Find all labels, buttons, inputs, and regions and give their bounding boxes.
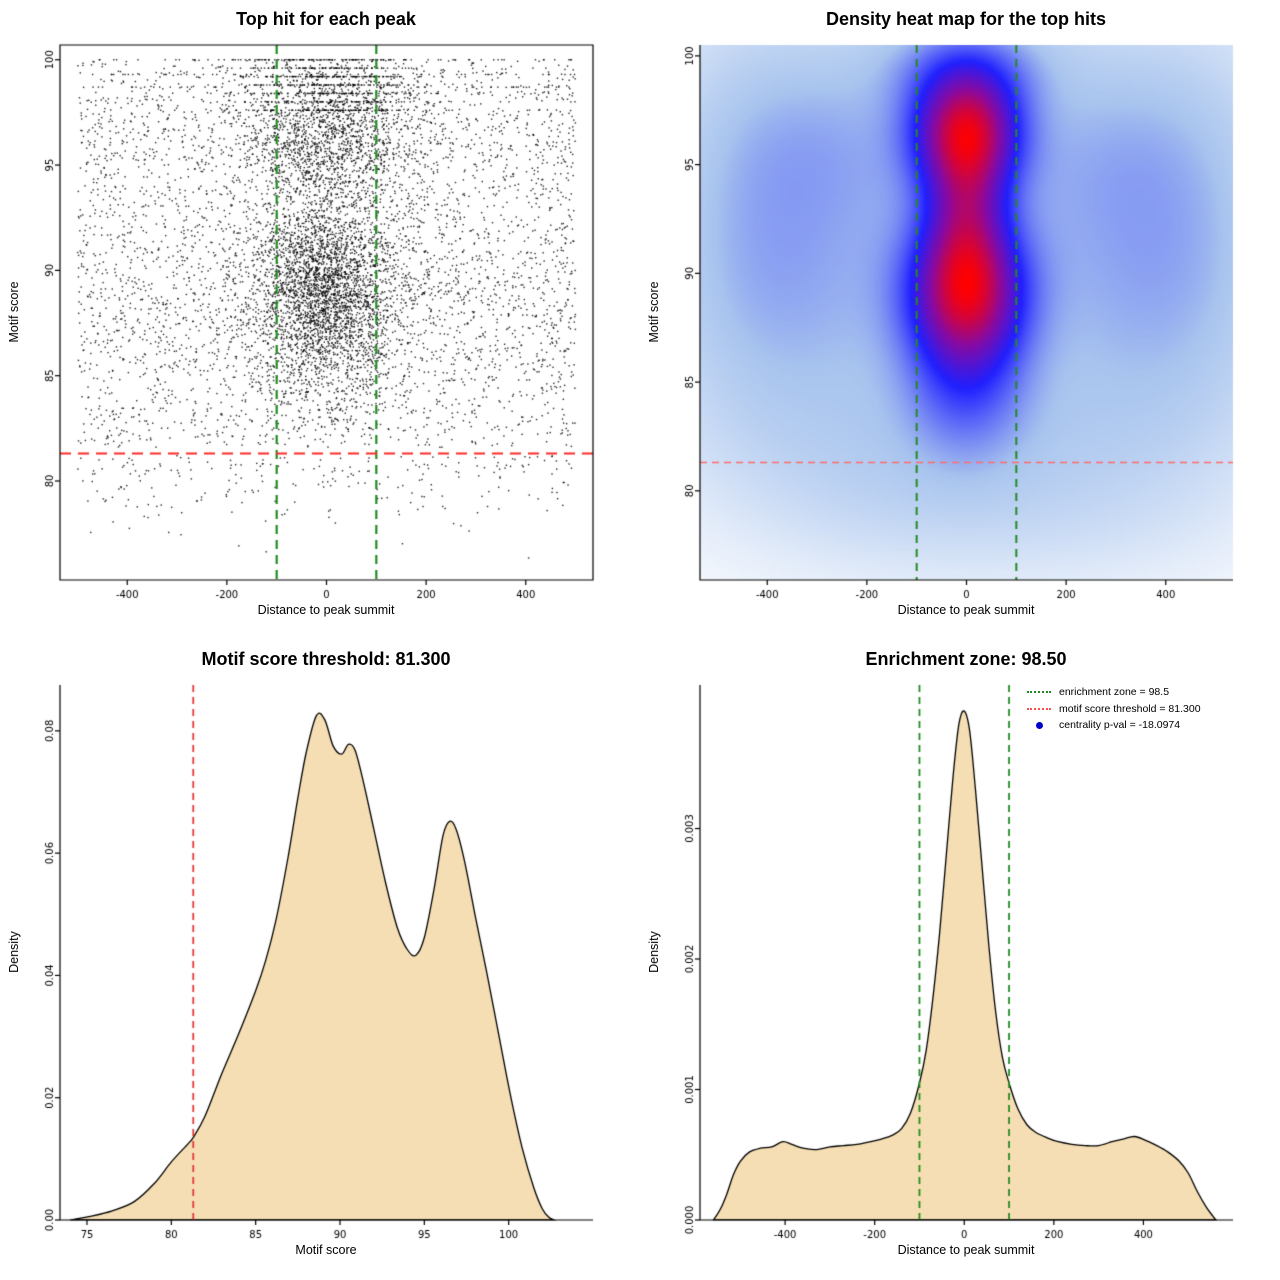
scatter-panel-title: Top hit for each peak [236, 9, 416, 29]
panel-density-heatmap: Density heat map for the top hits Distan… [640, 0, 1280, 640]
enrichment-zone-dotted-line-icon [1026, 691, 1052, 694]
score-density-y-axis-label: Density [7, 931, 21, 973]
legend-label-motif-score-threshold: motif score threshold = 81.300 [1059, 702, 1201, 715]
legend-marker [1027, 691, 1051, 694]
legend-label-enrichment-zone: enrichment zone = 98.5 [1059, 686, 1170, 698]
heatmap-x-axis-label: Distance to peak summit [897, 603, 1035, 617]
legend: enrichment zone = 98.5 motif score thres… [1026, 686, 1201, 732]
heatmap-canvas [640, 0, 1280, 640]
distance-density-y-axis-label: Density [647, 931, 661, 973]
heatmap-y-axis-label: Motif score [647, 281, 661, 343]
score-density-canvas [0, 640, 640, 1280]
centrality-point-icon [1026, 721, 1052, 729]
distance-density-x-axis-label: Distance to peak summit [897, 1243, 1035, 1257]
distance-density-canvas [640, 640, 1280, 1280]
legend-marker [1035, 721, 1043, 729]
threshold-dotted-line-icon [1026, 707, 1052, 710]
panel-motif-score-density: Motif score threshold: 81.300 Motif scor… [0, 640, 640, 1280]
score-density-x-axis-label: Motif score [295, 1243, 357, 1257]
enrichment-zone-panel-title: Enrichment zone: 98.50 [865, 649, 1067, 669]
panel-enrichment-zone-density: Enrichment zone: 98.50 Distance to peak … [640, 640, 1280, 1280]
score-density-panel-title: Motif score threshold: 81.300 [201, 649, 451, 669]
legend-item-centrality-pval: centrality p-val = -18.0974 [1026, 719, 1201, 732]
scatter-x-axis-label: Distance to peak summit [257, 603, 395, 617]
panel-top-hit-scatter: Top hit for each peak Distance to peak s… [0, 0, 640, 640]
legend-item-enrichment-zone: enrichment zone = 98.5 [1026, 686, 1201, 699]
heatmap-panel-title: Density heat map for the top hits [825, 9, 1107, 29]
legend-label-centrality-pval: centrality p-val = -18.0974 [1059, 719, 1181, 732]
legend-item-motif-score-threshold: motif score threshold = 81.300 [1026, 703, 1201, 716]
legend-marker [1027, 707, 1051, 710]
scatter-plot-canvas [0, 0, 640, 640]
scatter-y-axis-label: Motif score [7, 281, 21, 343]
